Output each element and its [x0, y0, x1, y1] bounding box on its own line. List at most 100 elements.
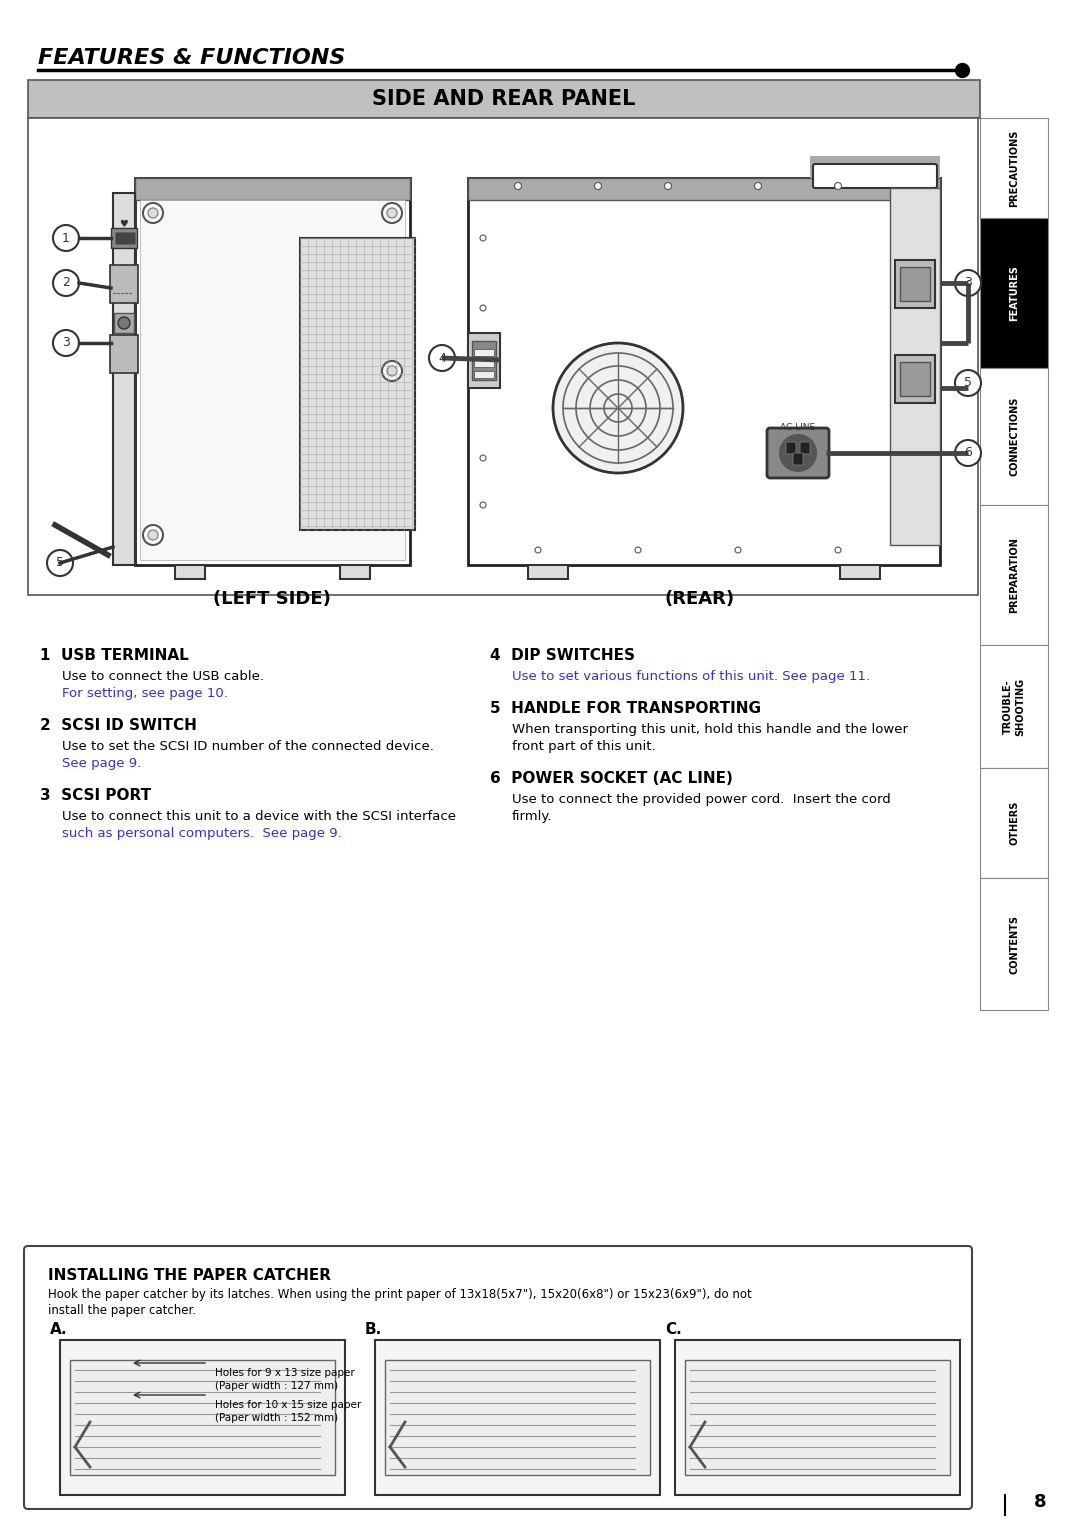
- Text: 5: 5: [964, 376, 972, 390]
- Circle shape: [594, 182, 602, 189]
- Text: (Paper width : 152 mm): (Paper width : 152 mm): [215, 1413, 338, 1423]
- FancyBboxPatch shape: [468, 333, 500, 388]
- Circle shape: [382, 203, 402, 223]
- FancyBboxPatch shape: [135, 177, 410, 200]
- Text: C.: C.: [665, 1322, 681, 1337]
- Circle shape: [143, 203, 163, 223]
- Text: Use to connect the provided power cord.  Insert the cord: Use to connect the provided power cord. …: [512, 793, 891, 805]
- Text: 4  DIP SWITCHES: 4 DIP SWITCHES: [490, 648, 635, 663]
- FancyBboxPatch shape: [980, 504, 1048, 645]
- Text: TROUBLE-
SHOOTING: TROUBLE- SHOOTING: [1003, 677, 1025, 735]
- FancyBboxPatch shape: [28, 79, 980, 118]
- FancyBboxPatch shape: [113, 193, 135, 565]
- FancyBboxPatch shape: [980, 118, 1048, 219]
- FancyBboxPatch shape: [468, 177, 940, 565]
- Circle shape: [514, 182, 522, 189]
- Circle shape: [429, 345, 455, 371]
- FancyBboxPatch shape: [375, 1340, 660, 1494]
- FancyBboxPatch shape: [110, 335, 138, 373]
- Circle shape: [922, 455, 928, 461]
- Text: front part of this unit.: front part of this unit.: [512, 740, 656, 753]
- Text: Use to set the SCSI ID number of the connected device.: Use to set the SCSI ID number of the con…: [62, 740, 434, 753]
- Text: (Paper width : 127 mm): (Paper width : 127 mm): [215, 1381, 338, 1390]
- FancyBboxPatch shape: [840, 565, 880, 579]
- Circle shape: [922, 235, 928, 241]
- Circle shape: [387, 367, 397, 376]
- Text: 3: 3: [62, 336, 70, 350]
- Text: 3  SCSI PORT: 3 SCSI PORT: [40, 788, 151, 804]
- FancyBboxPatch shape: [980, 769, 1048, 879]
- Text: CONTENTS: CONTENTS: [1009, 914, 1020, 973]
- Circle shape: [922, 503, 928, 507]
- Text: Use to connect the USB cable.: Use to connect the USB cable.: [62, 669, 264, 683]
- FancyBboxPatch shape: [685, 1360, 950, 1475]
- Text: 2  SCSI ID SWITCH: 2 SCSI ID SWITCH: [40, 718, 197, 733]
- Text: 4: 4: [438, 351, 446, 365]
- FancyBboxPatch shape: [980, 645, 1048, 769]
- Circle shape: [480, 374, 486, 380]
- FancyBboxPatch shape: [300, 238, 415, 530]
- FancyBboxPatch shape: [900, 362, 930, 396]
- Text: AC LINE: AC LINE: [781, 423, 815, 432]
- FancyBboxPatch shape: [114, 232, 135, 244]
- Text: 5: 5: [56, 556, 64, 570]
- Text: INSTALLING THE PAPER CATCHER: INSTALLING THE PAPER CATCHER: [48, 1268, 330, 1284]
- Circle shape: [148, 530, 158, 539]
- FancyBboxPatch shape: [528, 565, 568, 579]
- Text: B.: B.: [365, 1322, 382, 1337]
- FancyBboxPatch shape: [60, 1340, 345, 1494]
- Circle shape: [780, 435, 816, 471]
- FancyBboxPatch shape: [890, 188, 940, 545]
- Circle shape: [382, 361, 402, 380]
- Text: PREPARATION: PREPARATION: [1009, 536, 1020, 613]
- FancyBboxPatch shape: [767, 428, 829, 478]
- Text: OTHERS: OTHERS: [1009, 801, 1020, 845]
- FancyBboxPatch shape: [793, 452, 804, 465]
- FancyBboxPatch shape: [786, 442, 796, 454]
- FancyBboxPatch shape: [384, 1360, 650, 1475]
- Text: Holes for 10 x 15 size paper: Holes for 10 x 15 size paper: [215, 1400, 361, 1410]
- Text: firmly.: firmly.: [512, 810, 553, 824]
- Circle shape: [535, 547, 541, 553]
- Circle shape: [835, 182, 841, 189]
- Text: such as personal computers.  See page 9.: such as personal computers. See page 9.: [62, 827, 341, 840]
- Circle shape: [664, 182, 672, 189]
- Circle shape: [148, 208, 158, 219]
- Circle shape: [48, 550, 73, 576]
- Text: See page 9.: See page 9.: [62, 756, 141, 770]
- FancyBboxPatch shape: [980, 879, 1048, 1010]
- Circle shape: [480, 503, 486, 507]
- Circle shape: [53, 270, 79, 296]
- Circle shape: [735, 547, 741, 553]
- Text: CONNECTIONS: CONNECTIONS: [1009, 397, 1020, 477]
- Text: PRECAUTIONS: PRECAUTIONS: [1009, 130, 1020, 206]
- FancyBboxPatch shape: [474, 371, 494, 377]
- Text: SIDE AND REAR PANEL: SIDE AND REAR PANEL: [373, 89, 636, 108]
- Circle shape: [480, 455, 486, 461]
- Circle shape: [922, 306, 928, 312]
- FancyBboxPatch shape: [111, 228, 137, 248]
- Circle shape: [387, 208, 397, 219]
- Text: 6: 6: [964, 446, 972, 460]
- Circle shape: [955, 270, 981, 296]
- Text: 1  USB TERMINAL: 1 USB TERMINAL: [40, 648, 189, 663]
- FancyBboxPatch shape: [800, 442, 810, 454]
- FancyBboxPatch shape: [675, 1340, 960, 1494]
- FancyBboxPatch shape: [900, 267, 930, 301]
- FancyBboxPatch shape: [980, 219, 1048, 368]
- FancyBboxPatch shape: [895, 354, 935, 403]
- Circle shape: [955, 440, 981, 466]
- FancyBboxPatch shape: [895, 260, 935, 309]
- Text: FEATURES: FEATURES: [1009, 264, 1020, 321]
- FancyBboxPatch shape: [810, 156, 940, 177]
- Circle shape: [635, 547, 642, 553]
- Text: 1: 1: [62, 232, 70, 244]
- Text: When transporting this unit, hold this handle and the lower: When transporting this unit, hold this h…: [512, 723, 908, 736]
- FancyBboxPatch shape: [474, 348, 494, 356]
- Text: 8: 8: [1034, 1493, 1047, 1511]
- Text: 6  POWER SOCKET (AC LINE): 6 POWER SOCKET (AC LINE): [490, 772, 733, 785]
- Circle shape: [480, 235, 486, 241]
- FancyBboxPatch shape: [468, 177, 940, 200]
- Text: (LEFT SIDE): (LEFT SIDE): [213, 590, 330, 608]
- Text: FEATURES & FUNCTIONS: FEATURES & FUNCTIONS: [38, 47, 346, 69]
